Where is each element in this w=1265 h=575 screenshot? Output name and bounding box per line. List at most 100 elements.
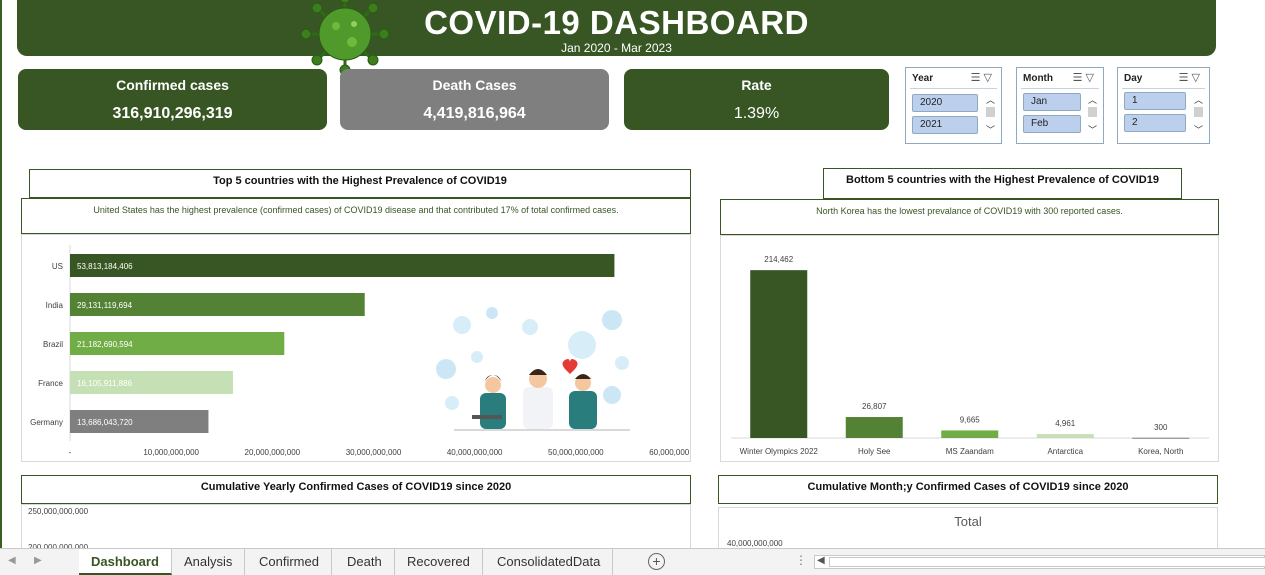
data-label: 214,462 [764,255,793,264]
scroll-tabs-left-icon[interactable]: ◀ [8,555,16,566]
bottom5-title: Bottom 5 countries with the Highest Prev… [823,168,1182,199]
slicer-scrollbar[interactable]: ︿ ﹀ [1087,93,1098,139]
y-tick-label: Brazil [43,340,63,349]
slicer-item[interactable]: Jan [1023,93,1081,111]
chart-title: Total [954,514,982,529]
yearly-line-chart: 250,000,000,000 200,000,000,000 [28,507,89,548]
year-slicer[interactable]: Year ☰▽ 2020 2021 ︿ ﹀ [905,67,1002,144]
day-slicer-title: Day [1124,73,1143,84]
data-label: 29,131,119,694 [77,301,133,310]
slicer-multiselect-icon[interactable]: ☰▽ [970,72,995,84]
slicer-scrollbar[interactable]: ︿ ﹀ [985,93,996,139]
tab-analysis[interactable]: Analysis [172,549,246,575]
bar [941,430,999,438]
scroll-thumb[interactable] [986,107,995,117]
chevron-down-icon[interactable]: ﹀ [1193,125,1203,135]
slicer-divider [1122,88,1205,89]
x-tick-label: Korea, North [1138,447,1183,456]
data-label: 16,105,911,886 [77,379,133,388]
x-tick-label: Winter Olympics 2022 [740,447,819,456]
bottom5-chart-panel: 214,462 Winter Olympics 2022 26,807 Holy Se… [720,235,1219,462]
more-options-icon[interactable]: ⋮ [795,553,807,567]
y-tick-label: US [52,262,63,271]
chevron-up-icon[interactable]: ︿ [985,95,995,105]
horizontal-scrollbar[interactable]: ◀ [814,555,1265,569]
y-tick-label: France [38,379,63,388]
monthly-line-chart: Total 40,000,000,000 [727,514,982,548]
bar [1132,437,1190,439]
rate-value: 1.39% [733,105,780,122]
tab-death[interactable]: Death [335,549,395,575]
tab-confirmed[interactable]: Confirmed [247,549,332,575]
top5-note: United States has the highest prevalence… [21,198,691,234]
chevron-up-icon[interactable]: ︿ [1087,95,1097,105]
add-sheet-button[interactable]: + [648,553,665,570]
slicer-item[interactable]: Feb [1023,115,1081,133]
slicer-item[interactable]: 2020 [912,94,978,112]
x-tick-label: 30,000,000,000 [346,448,402,457]
y-tick-label: 250,000,000,000 [28,507,89,516]
bar [750,270,808,438]
data-label: 53,813,184,406 [77,262,133,271]
death-cases-label: Death Cases [432,77,517,93]
year-slicer-title: Year [912,73,934,84]
bar [70,410,209,433]
data-label: 9,665 [960,415,981,424]
rate-label: Rate [741,77,772,93]
x-tick-label: 50,000,000,000 [548,448,604,457]
data-label: 4,961 [1055,419,1076,428]
doctors-illustration [436,307,630,431]
slicer-item[interactable]: 2021 [912,116,978,134]
slicer-scrollbar[interactable]: ︿ ﹀ [1193,93,1204,139]
bar [70,254,615,277]
y-tick-label: India [46,301,64,310]
tab-dashboard[interactable]: Dashboard [79,549,172,575]
slicer-multiselect-icon[interactable]: ☰▽ [1072,72,1097,84]
x-tick-label: MS Zaandam [946,447,994,456]
bar [70,293,365,316]
tab-recovered[interactable]: Recovered [395,549,483,575]
tab-consolidateddata[interactable]: ConsolidatedData [485,549,614,575]
chevron-down-icon[interactable]: ﹀ [1087,125,1097,135]
scroll-thumb[interactable] [1088,107,1097,117]
data-label: 300 [1154,423,1168,432]
x-tick-label: 40,000,000,000 [447,448,503,457]
confirmed-cases-value: 316,910,296,319 [112,105,233,122]
yearly-title: Cumulative Yearly Confirmed Cases of COV… [21,475,691,504]
virus-image [300,0,390,74]
slicer-multiselect-icon[interactable]: ☰▽ [1178,72,1203,84]
slicer-divider [910,88,997,89]
chevron-up-icon[interactable]: ︿ [1193,95,1203,105]
data-label: 26,807 [862,402,887,411]
bottom5-note: North Korea has the lowest prevalance of… [720,199,1219,235]
day-slicer[interactable]: Day ☰▽ 1 2 ︿ ﹀ [1117,67,1210,144]
scroll-tabs-right-icon[interactable]: ▶ [34,555,42,566]
bar [70,332,285,355]
month-slicer[interactable]: Month ☰▽ Jan Feb ︿ ﹀ [1016,67,1104,144]
top5-title: Top 5 countries with the Highest Prevale… [29,169,691,198]
data-label: 21,182,690,594 [77,340,133,349]
bar [845,417,903,438]
sheet-tab-bar: ◀ ▶ Dashboard Analysis Confirmed Death R… [0,548,1265,575]
confirmed-cases-card: Confirmed cases 316,910,296,319 [18,69,327,130]
x-tick-label: Holy See [858,447,891,456]
scroll-left-icon[interactable]: ◀ [817,555,825,566]
page-subtitle: Jan 2020 - Mar 2023 [561,41,672,55]
top5-chart-panel: US 53,813,184,406 India 29,131,119,694 Brazi… [21,234,705,462]
x-tick-label: - [69,448,72,457]
y-tick-label: 200,000,000,000 [28,543,89,548]
rate-card: Rate 1.39% [624,69,889,130]
monthly-title: Cumulative Month;y Confirmed Cases of CO… [718,475,1218,504]
scroll-thumb[interactable] [1194,107,1203,117]
slicer-item[interactable]: 1 [1124,92,1186,110]
scroll-thumb[interactable] [829,557,1265,567]
page-title: COVID-19 DASHBOARD [424,4,809,41]
x-tick-label: Antarctica [1047,447,1083,456]
chevron-down-icon[interactable]: ﹀ [985,125,995,135]
x-tick-label: 10,000,000,000 [143,448,199,457]
confirmed-cases-label: Confirmed cases [116,77,229,93]
bar [1036,434,1094,438]
month-slicer-title: Month [1023,73,1053,84]
top5-bar-chart: US 53,813,184,406 India 29,131,119,694 Brazi… [30,245,705,457]
slicer-item[interactable]: 2 [1124,114,1186,132]
